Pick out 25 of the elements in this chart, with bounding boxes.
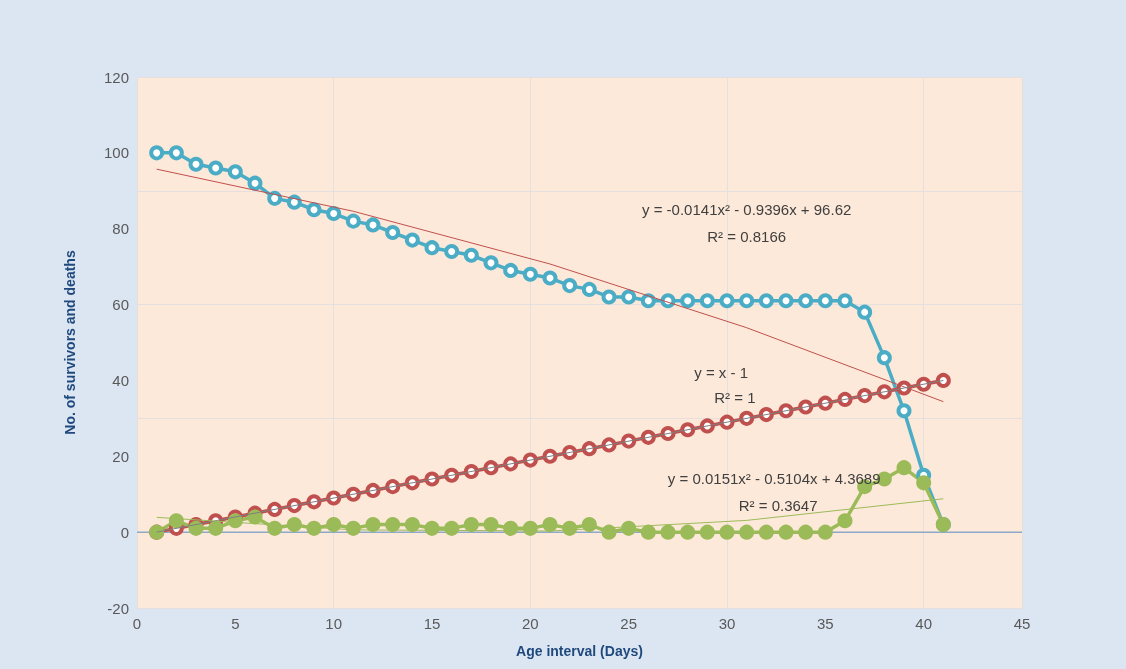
x-tick-label: 20 xyxy=(521,615,539,632)
x-axis-title: Age interval (Days) xyxy=(516,643,643,659)
x-tick-label: 45 xyxy=(1013,615,1031,632)
y-tick-label: 40 xyxy=(112,371,129,389)
x-tick-label: 10 xyxy=(325,615,343,632)
x-tick-label: 5 xyxy=(231,615,240,632)
y-tick-label: 120 xyxy=(103,68,129,86)
annotation: R² = 0.8166 xyxy=(707,227,787,245)
annotation: y = -0.0141x² - 0.9396x + 96.62 xyxy=(642,201,852,219)
x-tick-label: 30 xyxy=(718,615,736,632)
y-tick-label: 20 xyxy=(112,447,129,465)
y-axis-title: No. of survivors and deaths xyxy=(62,250,78,435)
y-tick-label: 60 xyxy=(112,296,129,314)
annotation: R² = 1 xyxy=(714,389,756,407)
x-tick-label: 35 xyxy=(816,615,834,632)
y-tick-label: -20 xyxy=(107,599,129,617)
annotation: R² = 0.3647 xyxy=(738,496,818,514)
annotation: y = x - 1 xyxy=(694,364,748,382)
x-tick-label: 40 xyxy=(915,615,933,632)
y-tick-label: 100 xyxy=(103,144,129,162)
y-tick-label: 0 xyxy=(120,523,129,541)
x-tick-label: 25 xyxy=(620,615,638,632)
y-tick-label: 80 xyxy=(112,220,129,238)
x-tick-label: 15 xyxy=(423,615,441,632)
x-tick-label: 0 xyxy=(132,615,142,632)
